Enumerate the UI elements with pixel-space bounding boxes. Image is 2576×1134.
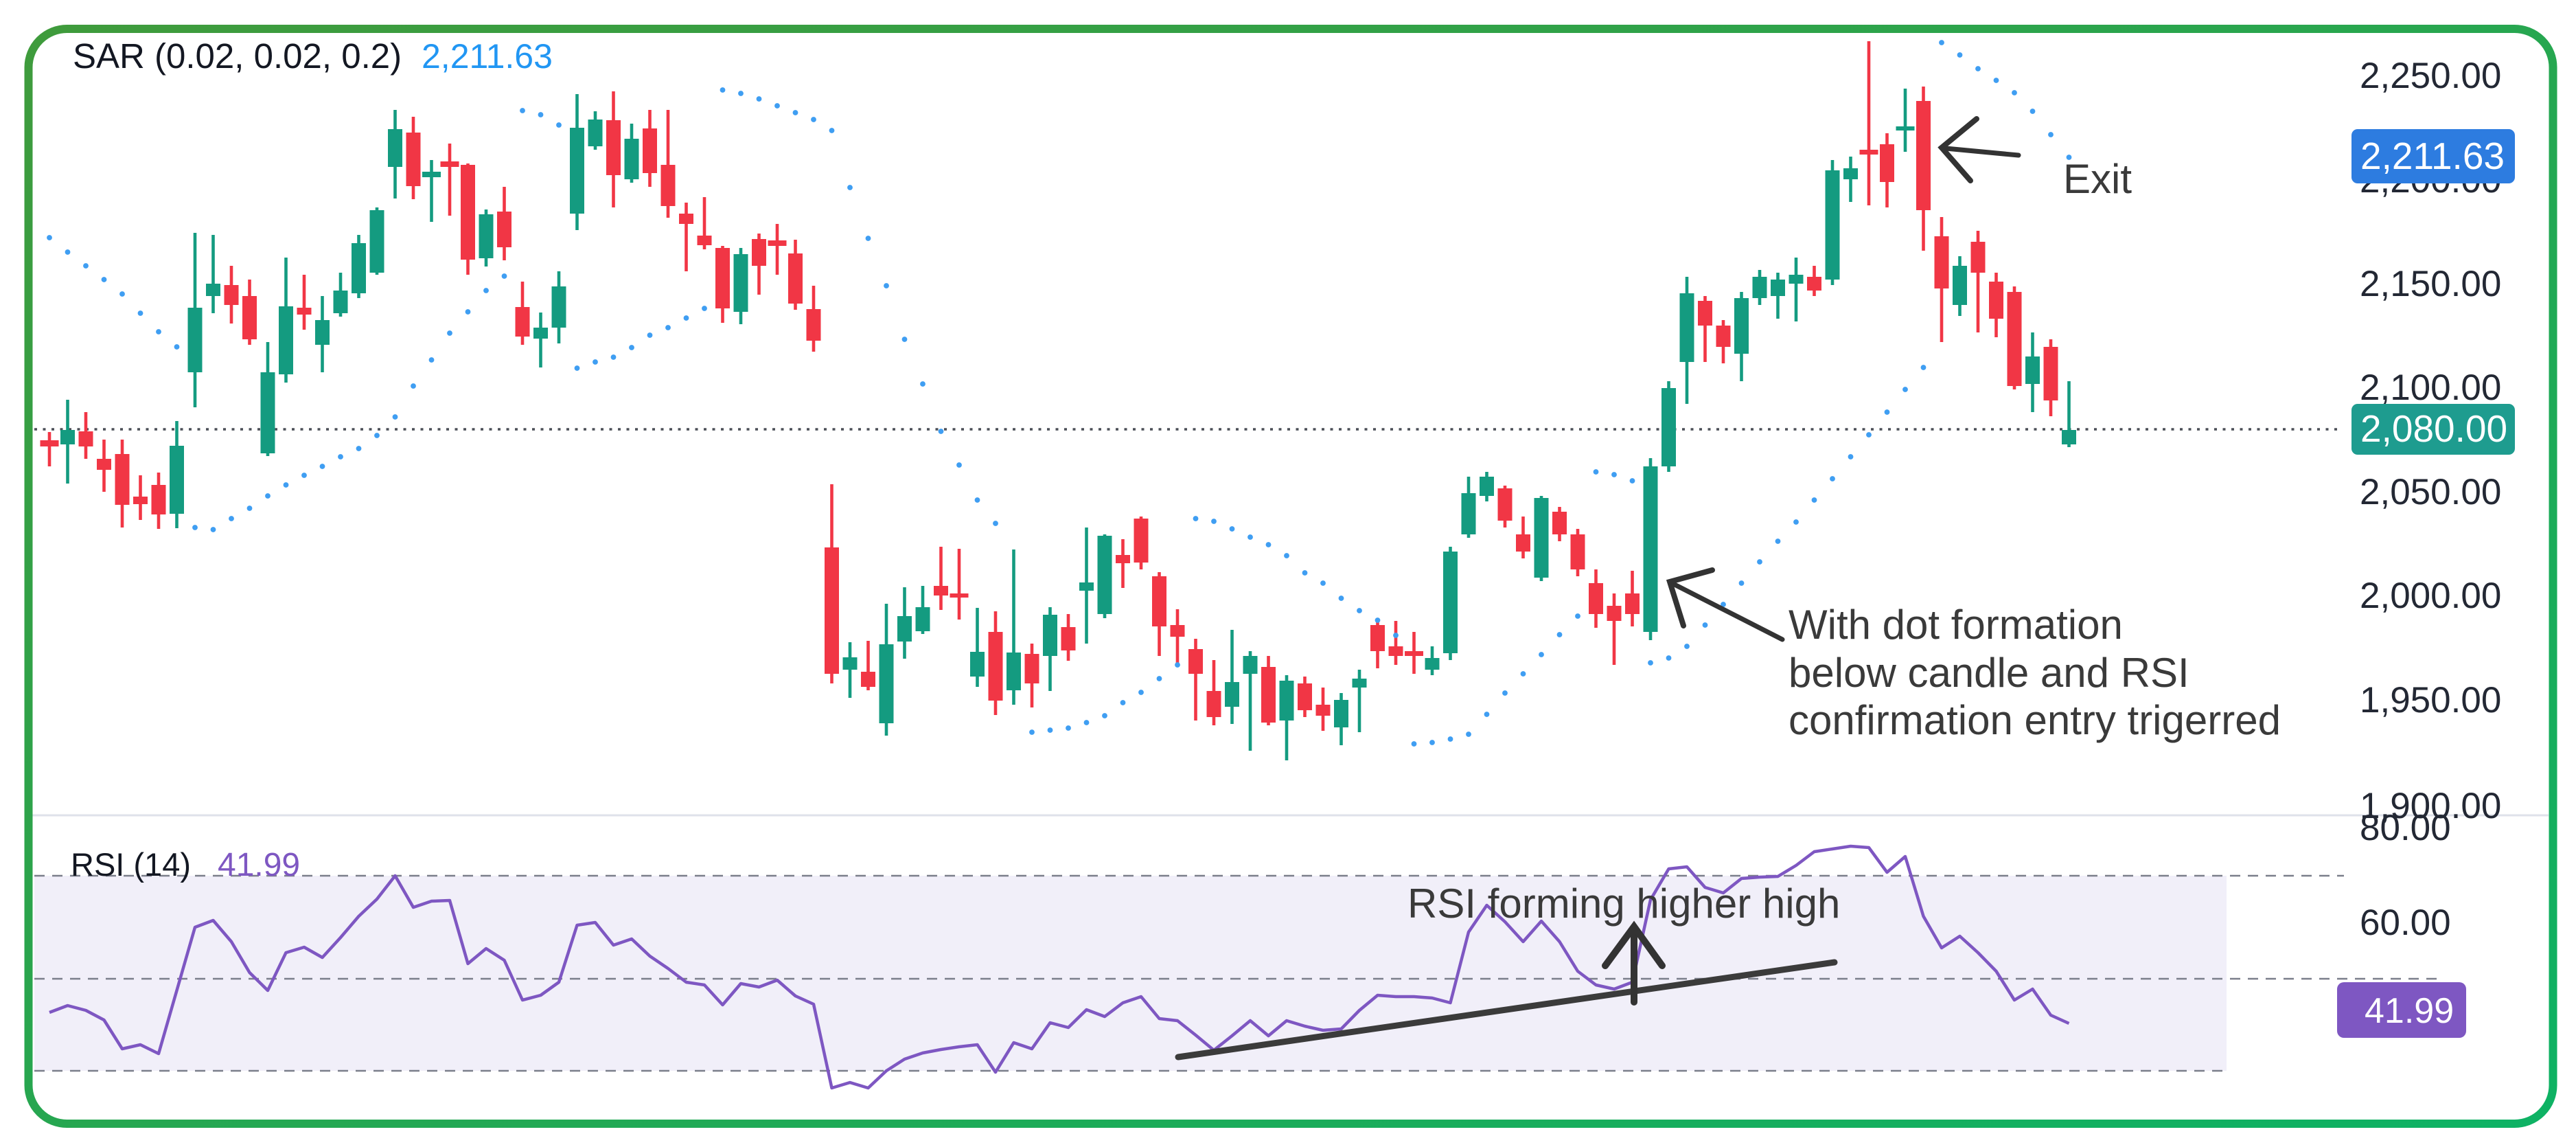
svg-text:1,900.00: 1,900.00 — [2360, 786, 2501, 826]
svg-text:RSI (14): RSI (14) — [71, 846, 191, 883]
svg-text:With dot formation: With dot formation — [1789, 602, 2123, 648]
svg-text:2,050.00: 2,050.00 — [2360, 472, 2501, 512]
svg-text:80.00: 80.00 — [2360, 808, 2451, 848]
svg-text:1,950.00: 1,950.00 — [2360, 680, 2501, 721]
svg-text:41.99: 41.99 — [2365, 991, 2454, 1031]
svg-text:41.99: 41.99 — [218, 847, 300, 883]
svg-text:2,250.00: 2,250.00 — [2360, 56, 2501, 96]
svg-text:2,150.00: 2,150.00 — [2360, 264, 2501, 304]
svg-text:2,211.63: 2,211.63 — [422, 37, 553, 76]
svg-text:2,000.00: 2,000.00 — [2360, 576, 2501, 616]
svg-text:SAR (0.02, 0.02, 0.2): SAR (0.02, 0.02, 0.2) — [73, 36, 402, 76]
svg-text:RSI forming higher high: RSI forming higher high — [1407, 881, 1840, 927]
svg-text:2,100.00: 2,100.00 — [2360, 367, 2501, 408]
svg-text:60.00: 60.00 — [2360, 903, 2451, 943]
svg-text:2,211.63: 2,211.63 — [2360, 135, 2505, 177]
svg-text:below candle and RSI: below candle and RSI — [1789, 650, 2189, 696]
svg-text:confirmation entry trigerred: confirmation entry trigerred — [1789, 697, 2281, 743]
svg-text:Exit: Exit — [2063, 156, 2132, 202]
svg-text:2,080.00: 2,080.00 — [2360, 407, 2507, 450]
